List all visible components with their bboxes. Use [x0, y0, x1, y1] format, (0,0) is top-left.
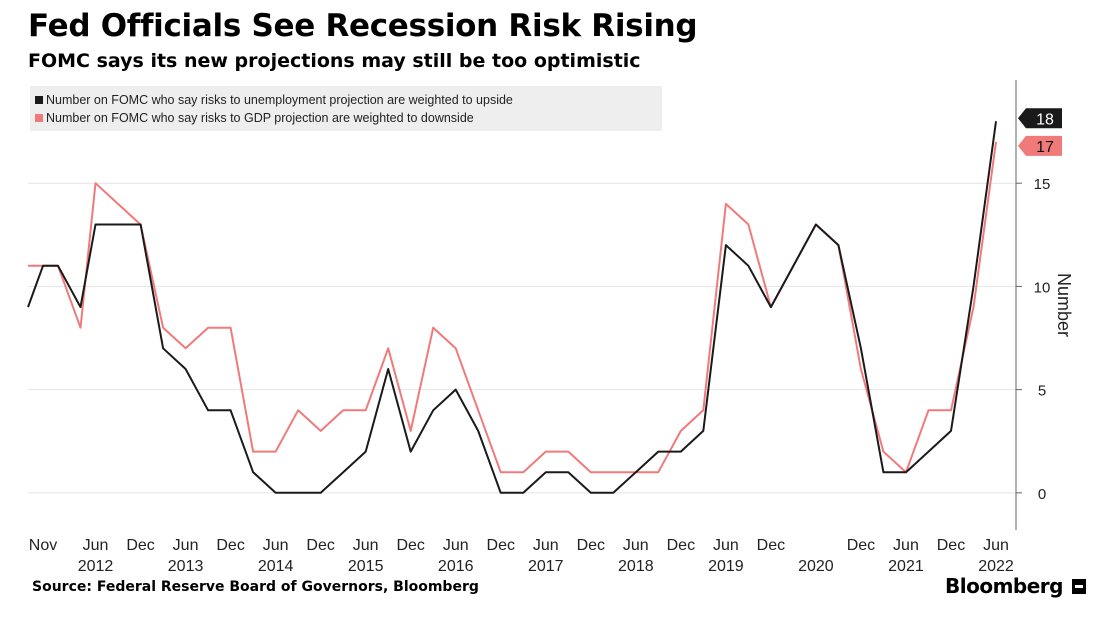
x-tick-year-label: 2022 [978, 558, 1014, 575]
x-tick-month-label: Dec [847, 537, 875, 554]
source-note: Source: Federal Reserve Board of Governo… [32, 579, 479, 595]
x-tick-month-label: Dec [216, 537, 244, 554]
legend-swatch [35, 114, 43, 122]
x-tick-month-label: Dec [667, 537, 695, 554]
x-tick-month-label: Jun [443, 537, 469, 554]
x-tick-year-label: 2021 [888, 558, 924, 575]
x-tick-month-label: Jun [623, 537, 649, 554]
x-tick-month-label: Dec [757, 537, 785, 554]
x-tick-month-label: Jun [173, 537, 199, 554]
x-tick-month-label: Dec [937, 537, 965, 554]
end-value-flag [1018, 135, 1062, 156]
end-value-flag [1018, 108, 1062, 129]
bloomberg-terminal-icon [1072, 579, 1087, 594]
brand-logo: Bloomberg [945, 574, 1087, 598]
y-tick-label: 10 [1034, 279, 1051, 296]
legend-entry: Number on FOMC who say risks to GDP proj… [46, 111, 474, 125]
end-value-label: 17 [1036, 139, 1054, 156]
x-tick-month-label: Dec [487, 537, 515, 554]
x-tick-month-label: Dec [396, 537, 424, 554]
x-tick-year-label: 2014 [258, 558, 294, 575]
x-tick-year-label: 2012 [78, 558, 114, 575]
brand-name: Bloomberg [945, 574, 1063, 598]
y-tick-label: 15 [1034, 176, 1051, 193]
x-tick-year-label: 2020 [798, 558, 834, 575]
x-tick-month-label: Nov [29, 537, 57, 554]
x-tick-month-label: Jun [263, 537, 289, 554]
x-tick-month-label: Jun [83, 537, 109, 554]
y-tick-label: 5 [1038, 383, 1046, 400]
x-tick-year-label: 2016 [438, 558, 474, 575]
x-tick-month-label: Jun [983, 537, 1009, 554]
chart-subtitle: FOMC says its new projections may still … [28, 50, 641, 72]
x-tick-month-label: Jun [713, 537, 739, 554]
y-axis-label: Number [1054, 273, 1074, 337]
legend-swatch [35, 96, 43, 104]
x-tick-month-label: Dec [577, 537, 605, 554]
x-tick-year-label: 2013 [168, 558, 204, 575]
x-tick-month-label: Dec [306, 537, 334, 554]
chart-title: Fed Officials See Recession Risk Rising [28, 8, 698, 44]
series-line [28, 141, 997, 474]
x-tick-year-label: 2017 [528, 558, 564, 575]
y-tick-label: 0 [1038, 486, 1046, 503]
x-tick-year-label: 2019 [708, 558, 744, 575]
x-tick-year-label: 2015 [348, 558, 384, 575]
x-tick-month-label: Jun [353, 537, 379, 554]
x-tick-month-label: Jun [893, 537, 919, 554]
end-value-label: 18 [1036, 111, 1054, 128]
x-tick-year-label: 2018 [618, 558, 654, 575]
series-line [27, 121, 997, 494]
legend-box [30, 86, 662, 131]
x-tick-month-label: Dec [126, 537, 154, 554]
legend-entry: Number on FOMC who say risks to unemploy… [46, 93, 513, 107]
x-tick-month-label: Jun [533, 537, 559, 554]
